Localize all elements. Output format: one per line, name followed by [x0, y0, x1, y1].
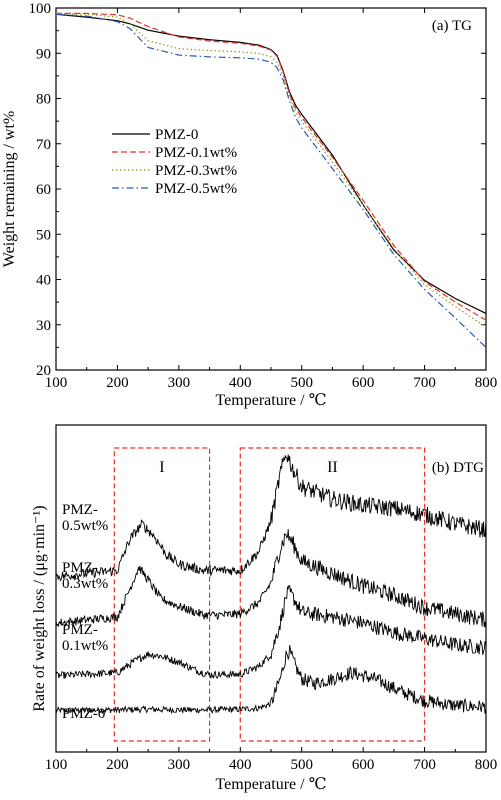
dtg-x-tick-label: 200 [106, 757, 129, 773]
tg-ticks: 100 200 300 400 500 600 700 800 20 30 40 50 60 70 80 90… [29, 1, 498, 391]
tg-x-tick-label: 100 [45, 375, 68, 391]
dtg-series-line [55, 585, 487, 680]
tg-y-tick-label: 30 [36, 318, 51, 334]
tg-panel-label: (a) TG [432, 18, 472, 34]
tg-y-tick-label: 50 [36, 227, 51, 243]
dtg-x-tick-label: 600 [352, 757, 375, 773]
dtg-series-line [55, 454, 487, 582]
tg-x-tick-label: 400 [229, 375, 252, 391]
dtg-plot-frame [55, 424, 487, 753]
dtg-x-tick-label: 400 [229, 757, 252, 773]
tg-x-axis-title: Temperature / ℃ [216, 392, 327, 409]
tg-chart: 100 200 300 400 500 600 700 800 20 30 40 50 60 70 80 90… [1, 1, 497, 409]
tg-x-tick-label: 200 [106, 375, 129, 391]
tg-y-tick-label: 90 [36, 46, 51, 62]
tg-plot-frame [55, 7, 487, 371]
tg-series-line [56, 12, 487, 321]
tg-y-tick-label: 100 [29, 1, 52, 17]
dtg-x-tick-label: 500 [290, 757, 313, 773]
dtg-x-tick-label: 700 [413, 757, 436, 773]
tg-y-tick-label: 20 [36, 363, 51, 379]
dtg-x-tick-label: 800 [475, 757, 498, 773]
tg-legend-label: PMZ-0 [155, 127, 198, 143]
tg-x-tick-label: 300 [168, 375, 191, 391]
dtg-chart: I II 100 200 300 400 500 600 700 800 PMZ-0PMZ-0.… [31, 424, 498, 793]
tg-y-axis-title: Weight remaining / wt% [1, 111, 18, 267]
dtg-curve-label: PMZ-0.1wt% [62, 622, 108, 654]
dtg-curve-labels: PMZ-0 PMZ-0.1wt% PMZ-0.3wt% PMZ-0.5wt% [62, 502, 108, 722]
tg-legend-label: PMZ-0.5wt% [155, 181, 237, 197]
dtg-curves [55, 454, 487, 715]
tg-y-tick-label: 60 [36, 182, 51, 198]
dtg-ticks: 100 200 300 400 500 600 700 800 [45, 747, 498, 773]
dtg-y-axis-title: Rate of weight loss / (μg·min⁻¹) [31, 505, 48, 711]
dtg-x-tick-label: 100 [45, 757, 68, 773]
tg-x-tick-label: 800 [475, 375, 498, 391]
tg-x-tick-label: 700 [413, 375, 436, 391]
dtg-curve-label: PMZ-0.3wt% [62, 560, 108, 592]
dtg-regions: I II [113, 447, 426, 742]
tg-series-line [55, 13, 487, 314]
dtg-series-line [55, 529, 487, 628]
tg-x-tick-label: 500 [290, 375, 313, 391]
tg-curves [55, 12, 487, 348]
dtg-region-label: I [159, 459, 164, 476]
tg-legend-label: PMZ-0.1wt% [155, 145, 237, 161]
dtg-x-tick-label: 300 [168, 757, 191, 773]
dtg-x-axis-title: Temperature / ℃ [216, 776, 327, 793]
tg-series-line [55, 12, 487, 328]
tg-series-line [55, 13, 487, 348]
dtg-region-box [239, 447, 426, 742]
dtg-region-box [113, 447, 211, 742]
dtg-region-label: II [327, 459, 338, 476]
tg-y-tick-label: 80 [36, 92, 51, 108]
tg-y-tick-label: 70 [36, 137, 51, 153]
tg-legend: PMZ-0 PMZ-0.1wt% PMZ-0.3wt% PMZ-0.5wt% [112, 127, 237, 197]
dtg-series-line [55, 645, 487, 715]
tg-y-tick-label: 40 [36, 273, 51, 289]
tg-x-tick-label: 600 [352, 375, 375, 391]
dtg-curve-label: PMZ-0.5wt% [62, 502, 108, 534]
dtg-panel-label: (b) DTG [432, 460, 484, 476]
dtg-curve-label: PMZ-0 [62, 706, 105, 722]
tg-legend-label: PMZ-0.3wt% [155, 163, 237, 179]
